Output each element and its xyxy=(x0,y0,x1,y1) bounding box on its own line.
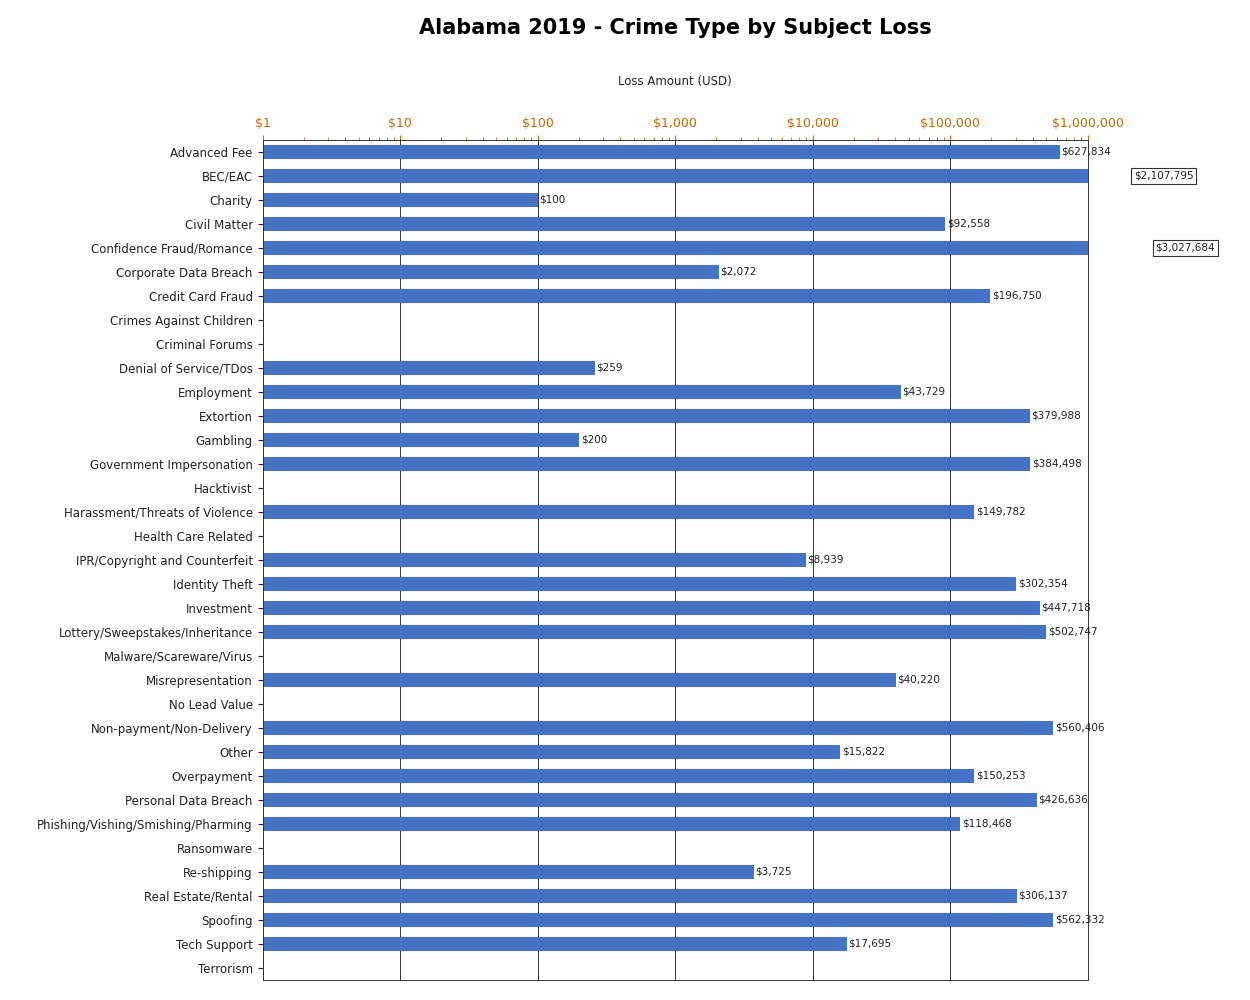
Bar xyxy=(262,961,298,975)
Text: $3,725: $3,725 xyxy=(755,867,791,877)
Bar xyxy=(262,409,1030,423)
Text: $306,137: $306,137 xyxy=(1019,891,1069,901)
Bar xyxy=(262,145,1060,159)
Bar xyxy=(262,385,900,399)
Bar xyxy=(262,265,719,279)
Title: Alabama 2019 - Crime Type by Subject Loss: Alabama 2019 - Crime Type by Subject Los… xyxy=(419,18,931,38)
Bar xyxy=(262,505,974,519)
X-axis label: Loss Amount (USD): Loss Amount (USD) xyxy=(619,75,732,88)
Bar xyxy=(262,169,1132,183)
Text: $43,729: $43,729 xyxy=(902,387,945,397)
Text: $118,468: $118,468 xyxy=(962,819,1011,829)
Text: $502,747: $502,747 xyxy=(1049,627,1098,637)
Bar xyxy=(262,577,1016,591)
Bar xyxy=(262,745,840,759)
Text: $302,354: $302,354 xyxy=(1017,579,1068,589)
Text: $384,498: $384,498 xyxy=(1032,459,1082,469)
Text: $200: $200 xyxy=(581,435,608,445)
Text: $259: $259 xyxy=(596,363,622,373)
Bar xyxy=(262,937,846,951)
Text: $379,988: $379,988 xyxy=(1031,411,1081,421)
Text: $426,636: $426,636 xyxy=(1039,795,1089,805)
Text: $2,072: $2,072 xyxy=(720,267,756,277)
Bar xyxy=(262,193,538,207)
Bar xyxy=(262,769,974,783)
Bar xyxy=(262,841,298,855)
Bar xyxy=(262,721,1052,735)
Bar xyxy=(262,817,960,831)
Bar xyxy=(262,625,1046,639)
Bar xyxy=(262,289,990,303)
Bar xyxy=(262,361,595,375)
Bar xyxy=(262,529,298,543)
Text: $15,822: $15,822 xyxy=(841,747,885,757)
Text: $149,782: $149,782 xyxy=(976,507,1026,517)
Bar xyxy=(262,553,806,567)
Bar xyxy=(262,697,298,711)
Text: $447,718: $447,718 xyxy=(1041,603,1091,613)
Text: $8,939: $8,939 xyxy=(808,555,844,565)
Bar xyxy=(262,601,1040,615)
Text: $3,027,684: $3,027,684 xyxy=(1155,243,1215,253)
Text: $40,220: $40,220 xyxy=(898,675,940,685)
Bar xyxy=(262,217,945,231)
Bar xyxy=(262,649,298,663)
Bar xyxy=(262,481,298,495)
Bar xyxy=(262,433,579,447)
Bar xyxy=(262,793,1036,807)
Text: $100: $100 xyxy=(539,195,565,205)
Text: $627,834: $627,834 xyxy=(1061,147,1111,157)
Bar xyxy=(262,865,754,879)
Bar xyxy=(262,889,1016,903)
Bar xyxy=(262,673,895,687)
Text: $17,695: $17,695 xyxy=(849,939,891,949)
Text: $92,558: $92,558 xyxy=(948,219,990,229)
Text: $196,750: $196,750 xyxy=(992,291,1041,301)
Bar xyxy=(262,457,1030,471)
Bar xyxy=(262,313,298,327)
Text: $150,253: $150,253 xyxy=(976,771,1026,781)
Bar xyxy=(262,337,298,351)
Text: $562,332: $562,332 xyxy=(1055,915,1105,925)
Bar xyxy=(262,241,1154,255)
Text: $2,107,795: $2,107,795 xyxy=(1134,171,1194,181)
Text: $560,406: $560,406 xyxy=(1055,723,1104,733)
Bar xyxy=(262,913,1052,927)
